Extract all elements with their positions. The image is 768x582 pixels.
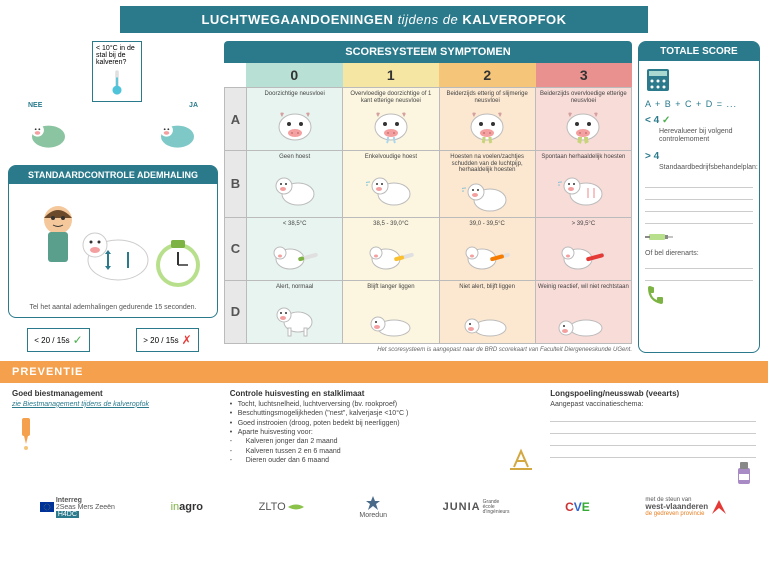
score-table: SCORESYSTEEM SYMPTOMEN 0 1 2 3 ADoorzich… (224, 41, 632, 353)
score-cell: Weinig reactief, wil niet rechtstaan (536, 281, 631, 343)
logo-zlto: ZLTO (259, 501, 304, 513)
housing-subitem: Kalveren jonger dan 2 maand (238, 438, 539, 446)
lt4-label: < 4 (645, 115, 659, 126)
std-title: STANDAARDCONTROLE ADEMHALING (9, 166, 217, 184)
score-cell: Doorzichtige neusvloei (247, 88, 343, 150)
row-label: C (225, 218, 247, 280)
logo-junia: JUNIAGrandeécoled'ingénieurs (443, 500, 510, 515)
score-header: SCORESYSTEEM SYMPTOMEN (224, 41, 632, 63)
row-label: D (225, 281, 247, 343)
housing-subitem: Kalveren tussen 2 en 6 maand (238, 448, 539, 456)
score-cell: < 38,5°C (247, 218, 343, 280)
score-cell: Blijft langer liggen (343, 281, 439, 343)
farmer-calf-illustration (23, 190, 203, 300)
score-row-C: C< 38,5°C38,5 - 39,0°C39,0 - 39,5°C> 39,… (225, 218, 631, 281)
calculator-icon (645, 67, 753, 93)
check-icon: ✓ (73, 333, 83, 347)
or-text: Of bel dierenarts: (645, 250, 753, 257)
housing-subitem: Dieren ouder dan 6 maand (238, 457, 539, 465)
total-header: TOTALE SCORE (639, 42, 759, 61)
preventie-header: PREVENTIE (0, 361, 768, 383)
score-cell: Hoesten na voelen/zachtjes schudden van … (440, 151, 536, 217)
prev-col-vaccine: Longspoeling/neusswab (veearts) Aangepas… (550, 389, 756, 488)
nee-label: NEE (28, 102, 42, 109)
score-cell: Alert, normaal (247, 281, 343, 343)
total-score-panel: TOTALE SCORE A + B + C + D = ... < 4 ✓ H… (638, 41, 760, 353)
housing-item: Goed instrooien (droog, poten bedekt bij… (238, 420, 539, 428)
score-cell: Niet alert, blijft liggen (440, 281, 536, 343)
housing-item: Tocht, luchtsnelheid, luchtverversing (b… (238, 401, 539, 409)
dropper-icon (12, 416, 40, 452)
breath-bad-box: > 20 / 15s✗ (136, 328, 198, 352)
logo-cve: CVE (565, 500, 590, 514)
row-label: B (225, 151, 247, 217)
score-cell: 39,0 - 39,5°C (440, 218, 536, 280)
lt4-text: Herevalueer bij volgend controlemoment (659, 128, 753, 145)
housing-item: Aparte huisvesting voor: (238, 429, 539, 437)
score-cell: Geen hoest (247, 151, 343, 217)
logo-moredun: Moredun (359, 496, 387, 519)
score-col-0: 0 (246, 63, 343, 87)
score-cell: Beiderzijds overvloedige etterige neusvl… (536, 88, 631, 150)
prev-col-biest: Goed biestmanagement zie Biestmanagement… (12, 389, 218, 488)
breathing-control-box: STANDAARDCONTROLE ADEMHALING (8, 165, 218, 318)
gt4-label: > 4 (645, 151, 753, 162)
row-label: A (225, 88, 247, 150)
score-footnote: Het scoresysteem is aangepast naar de BR… (224, 347, 632, 353)
std-instruction: Tel het aantal ademhalingen gedurende 15… (15, 304, 211, 311)
vaccine-bottle-icon (732, 460, 756, 488)
flowchart-panel: < 10°C in de stal bij de kalveren? NEE J… (8, 41, 218, 353)
score-cell: Spontaan herhaaldelijk hoesten (536, 151, 631, 217)
formula: A + B + C + D = ... (645, 99, 753, 109)
score-cell: > 39,5°C (536, 218, 631, 280)
logo-inagro: inagro (171, 501, 203, 513)
prev-col-housing: Controle huisvesting en stalklimaat Toch… (230, 389, 539, 488)
score-cell: Overvloedige doorzichtige of 1 kant ette… (343, 88, 439, 150)
score-row-D: DAlert, normaalBlijft langer liggenNiet … (225, 281, 631, 343)
gt4-text: Standaardbedrijfsbehandelplan: (659, 164, 753, 172)
breath-ok-box: < 20 / 15s✓ (27, 328, 89, 352)
page-title: LUCHTWEGAANDOENINGEN tijdens de KALVEROP… (120, 6, 648, 33)
cow-cold-icon (21, 112, 76, 152)
ja-label: JA (189, 102, 198, 109)
score-cell: Enkelvoudige hoest (343, 151, 439, 217)
housing-item: Beschuttingsmogelijkheden ("nest", kalve… (238, 410, 539, 418)
logo-westvl: met de steun vanwest-vlaanderende gedrev… (645, 497, 728, 517)
cow-warm-icon (150, 112, 205, 152)
score-cell: 38,5 - 39,0°C (343, 218, 439, 280)
score-row-B: BGeen hoestEnkelvoudige hoestHoesten na … (225, 151, 631, 218)
score-row-A: ADoorzichtige neusvloeiOvervloedige door… (225, 88, 631, 151)
logo-bar: Interreg2Seas Mers ZeeënH4DC inagro ZLTO… (0, 488, 768, 527)
logo-interreg: Interreg2Seas Mers ZeeënH4DC (40, 497, 115, 518)
cross-icon: ✗ (182, 333, 192, 347)
score-col-2: 2 (439, 63, 536, 87)
score-col-3: 3 (536, 63, 633, 87)
score-col-1: 1 (343, 63, 440, 87)
temp-question-box: < 10°C in de stal bij de kalveren? (92, 41, 142, 102)
syringe-icon (645, 228, 753, 246)
thermometer-icon (108, 68, 126, 96)
biest-link[interactable]: zie Biestmanagement tijdens de kalveropf… (12, 401, 149, 408)
score-cell: Beiderzijds etterig of slijmerige neusvl… (440, 88, 536, 150)
phone-icon (645, 283, 753, 307)
